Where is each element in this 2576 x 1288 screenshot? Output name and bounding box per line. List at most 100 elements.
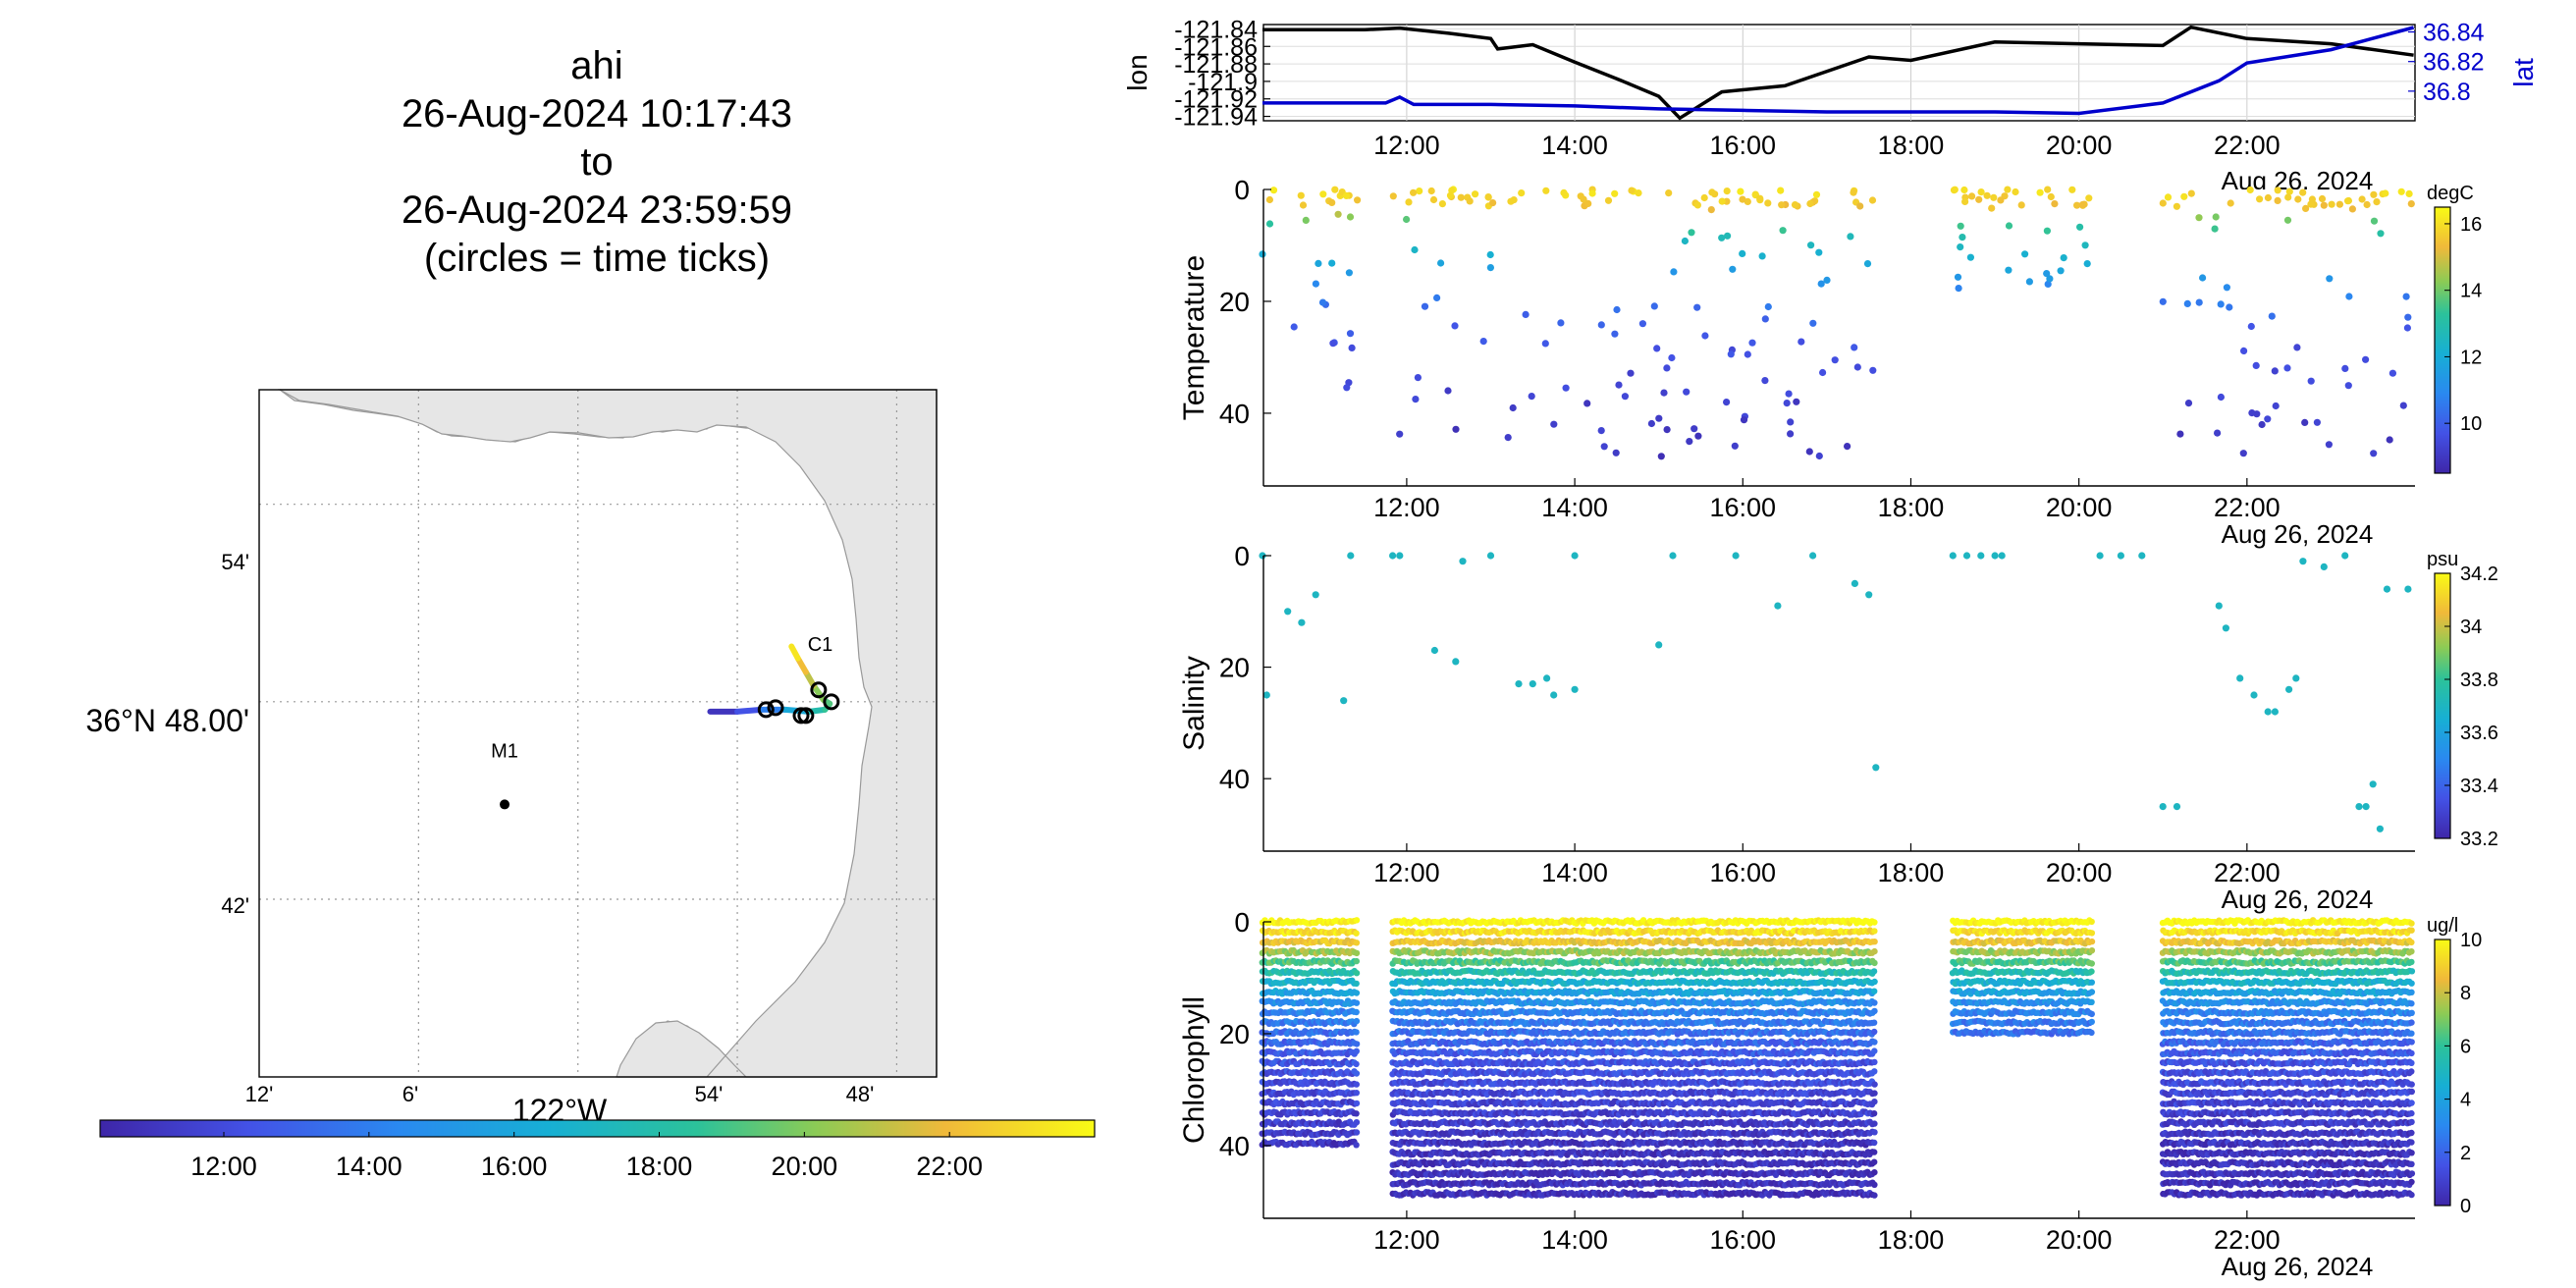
temperature-point [1740,416,1748,424]
chlorophyll-points [1259,917,2416,1199]
temperature-point [2299,188,2307,196]
temperature-point [2247,322,2255,331]
temperature-point [1354,196,1362,204]
temperature-point [2358,195,2366,203]
temperature-point [1466,197,1474,205]
chlorophyll-point [1353,1100,1361,1107]
temperature-point [2293,344,2301,351]
temperature-point [2328,200,2335,208]
title-line-3: to [580,140,613,184]
temperature-point [1290,323,1298,331]
temperature-point [1729,265,1737,273]
temperature-point [2083,260,2091,268]
temperature-point [2264,193,2272,202]
temperature-point [2047,192,2055,201]
temperature-point [2068,186,2076,193]
temperature-x-tick-label: 14:00 [1541,493,1608,522]
time-tick-circle [767,699,784,717]
temperature-point [1628,187,1636,194]
salinity-point [1262,691,1270,699]
salinity-x-tick-label: 14:00 [1541,858,1608,887]
temperature-point [1831,356,1839,364]
temperature-point [1302,216,1310,224]
temperature-point [1977,188,1985,196]
temperature-point [2307,377,2315,385]
temperature-point [2397,188,2405,195]
temperature-point [2382,189,2389,197]
temperature-point [1856,202,1864,210]
salinity-point [2404,585,2412,593]
temperature-point [2246,186,2254,194]
temperature-point [1452,425,1460,433]
temperature-point [1655,414,1663,422]
temperature-point [1739,195,1746,203]
temperature-point [2348,205,2356,213]
salinity-point [2341,552,2349,560]
temperature-point [1724,232,1732,240]
temperature-point [1851,344,1858,351]
temperature-point [1957,243,1964,251]
salinity-point [2215,602,2223,610]
temperature-point [1812,190,1821,198]
temperature-point [1850,188,1857,196]
temperature-point [1612,449,1620,456]
temperature-point [1319,190,1327,198]
position-x-tick-label: 16:00 [1709,131,1776,160]
temperature-point [1787,418,1795,426]
temperature-point [1484,193,1492,201]
salinity-axes-bg [1263,556,2415,851]
temperature-point [1421,302,1429,310]
temperature-point [2159,297,2167,305]
temperature-point [2284,193,2292,201]
time-colorbar-tick-label: 20:00 [772,1152,838,1181]
temperature-point [1446,191,1455,199]
salinity-point [1459,558,1467,565]
temperature-point [2217,300,2225,308]
temperature-point [2377,230,2385,238]
temperature-point [1815,248,1823,256]
salinity-point [1571,685,1579,693]
temperature-point [1389,192,1397,200]
temperature-point [1562,384,1570,392]
temperature-point [2173,202,2180,210]
chlorophyll-point [1353,1090,1361,1097]
salinity-point [1865,591,1873,599]
temperature-point [1731,442,1739,450]
salinity-point [1396,552,1404,560]
temperature-point [1785,390,1793,398]
salinity-point [2383,585,2391,593]
temperature-point [2283,216,2292,224]
salinity-x-tick-label: 16:00 [1709,858,1776,887]
map-lon-label-6: 6' [402,1082,418,1106]
temperature-point [2036,188,2044,196]
temperature-point [1396,430,1404,438]
temperature-point [2370,217,2379,225]
time-colorbar-tick-label: 16:00 [481,1152,548,1181]
temperature-point [1429,195,1438,204]
temperature-point [1312,280,1319,288]
temperature-point [2025,278,2033,286]
temperature-point [1588,189,1596,197]
salinity-point [1284,608,1292,616]
temperature-point [2335,200,2343,208]
position-x-tick-label: 18:00 [1878,131,1945,160]
temperature-point [1688,229,1695,237]
temperature-point [2362,355,2370,363]
temperature-point [2318,194,2327,203]
map-lon-label-48: 48' [846,1082,875,1106]
temperature-point [1694,432,1702,440]
temperature-point [2285,188,2293,195]
map-lat-label-54: 54' [221,550,249,574]
temperature-point [1683,388,1690,396]
salinity-point [1774,602,1782,610]
temperature-point [1744,350,1751,358]
salinity-point [2222,624,2229,632]
temperature-point [1315,259,1322,267]
temperature-point [1869,366,1877,374]
temperature-point [1518,189,1526,197]
temperature-x-tick-label: 22:00 [2214,493,2281,522]
temperature-point [2085,194,2093,202]
position-x-tick-label: 14:00 [1541,131,1608,160]
salinity-point [2236,674,2244,682]
temperature-point [1472,190,1479,198]
